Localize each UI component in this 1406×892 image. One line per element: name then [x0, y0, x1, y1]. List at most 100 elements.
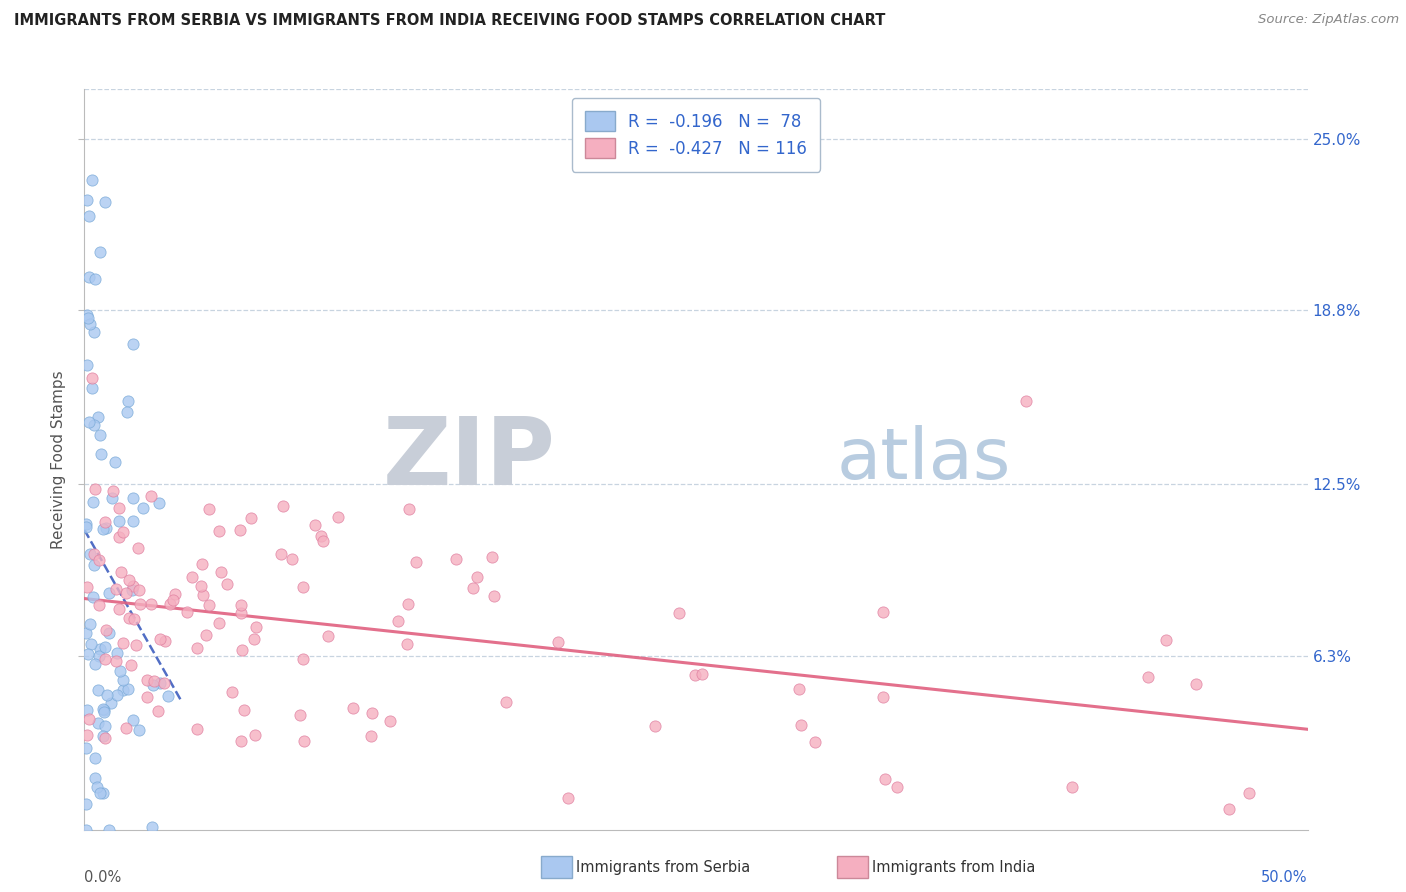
Point — [91, 702, 114, 716]
Point — [342, 701, 364, 715]
Point — [91, 786, 114, 800]
Point — [270, 547, 292, 561]
Point — [89, 642, 111, 657]
Point — [75, 741, 97, 756]
Point — [76, 311, 98, 326]
Point — [86, 780, 108, 794]
Point — [135, 690, 157, 704]
Point — [101, 483, 124, 498]
Point — [482, 589, 505, 603]
Point — [162, 593, 184, 607]
Point — [117, 394, 139, 409]
Point — [229, 734, 252, 748]
Point — [122, 514, 145, 528]
Point — [80, 637, 103, 651]
Point — [117, 682, 139, 697]
Point — [1156, 632, 1178, 647]
Point — [290, 707, 312, 722]
Point — [108, 664, 131, 678]
Point — [360, 729, 382, 743]
Point — [495, 695, 517, 709]
Point — [75, 822, 97, 837]
Point — [76, 703, 98, 717]
Point — [128, 723, 150, 738]
Point — [405, 555, 427, 569]
Point — [93, 195, 115, 210]
Point — [90, 447, 112, 461]
Point — [75, 797, 97, 811]
Point — [82, 590, 104, 604]
Point — [217, 577, 239, 591]
Legend: R =  -0.196   N =  78, R =  -0.427   N = 116: R = -0.196 N = 78, R = -0.427 N = 116 — [571, 97, 821, 171]
Point — [229, 523, 252, 537]
Point — [148, 704, 170, 718]
Point — [387, 614, 409, 628]
Point — [108, 602, 131, 616]
Point — [83, 417, 105, 432]
Point — [1237, 786, 1260, 800]
Point — [181, 570, 204, 584]
Point — [129, 597, 152, 611]
Point — [107, 646, 129, 660]
Point — [76, 194, 98, 208]
Point — [93, 730, 115, 744]
Point — [112, 635, 135, 649]
Point — [112, 682, 135, 697]
Point — [685, 667, 707, 681]
Point — [122, 713, 145, 727]
Point — [97, 626, 120, 640]
Point — [232, 703, 254, 717]
Point — [396, 597, 419, 611]
Point — [292, 734, 315, 748]
Point — [96, 688, 118, 702]
Point — [93, 640, 115, 654]
Point — [122, 336, 145, 351]
Point — [1136, 670, 1159, 684]
Point — [79, 547, 101, 561]
Point — [291, 580, 314, 594]
Point — [141, 597, 163, 611]
Point — [105, 655, 128, 669]
Point — [790, 718, 813, 732]
Point — [107, 530, 129, 544]
Point — [692, 666, 714, 681]
Point — [107, 514, 129, 528]
Point — [122, 612, 145, 626]
Point — [243, 728, 266, 742]
Point — [104, 582, 127, 596]
Point — [136, 673, 159, 688]
Point — [787, 681, 810, 696]
Point — [103, 455, 125, 469]
Point — [83, 547, 105, 561]
Point — [872, 605, 894, 619]
Text: Immigrants from India: Immigrants from India — [872, 860, 1035, 874]
Point — [190, 579, 212, 593]
Point — [75, 625, 97, 640]
Point — [77, 209, 100, 223]
Point — [122, 491, 145, 506]
Point — [153, 676, 176, 690]
Point — [1015, 394, 1038, 409]
Point — [872, 690, 894, 705]
Point — [107, 500, 129, 515]
Point — [291, 652, 314, 666]
Point — [75, 519, 97, 533]
Point — [190, 558, 212, 572]
Point — [229, 599, 252, 613]
Point — [80, 371, 103, 385]
Point — [243, 632, 266, 646]
Point — [79, 318, 101, 332]
Point — [83, 272, 105, 286]
Text: 50.0%: 50.0% — [1261, 871, 1308, 885]
Point — [93, 705, 115, 719]
Point — [148, 496, 170, 510]
Point — [557, 790, 579, 805]
Point — [209, 565, 232, 579]
Point — [149, 676, 172, 690]
Point — [118, 573, 141, 587]
Point — [86, 410, 108, 425]
Point — [94, 623, 117, 637]
Point — [1185, 676, 1208, 690]
Point — [139, 489, 162, 503]
Point — [380, 714, 402, 728]
